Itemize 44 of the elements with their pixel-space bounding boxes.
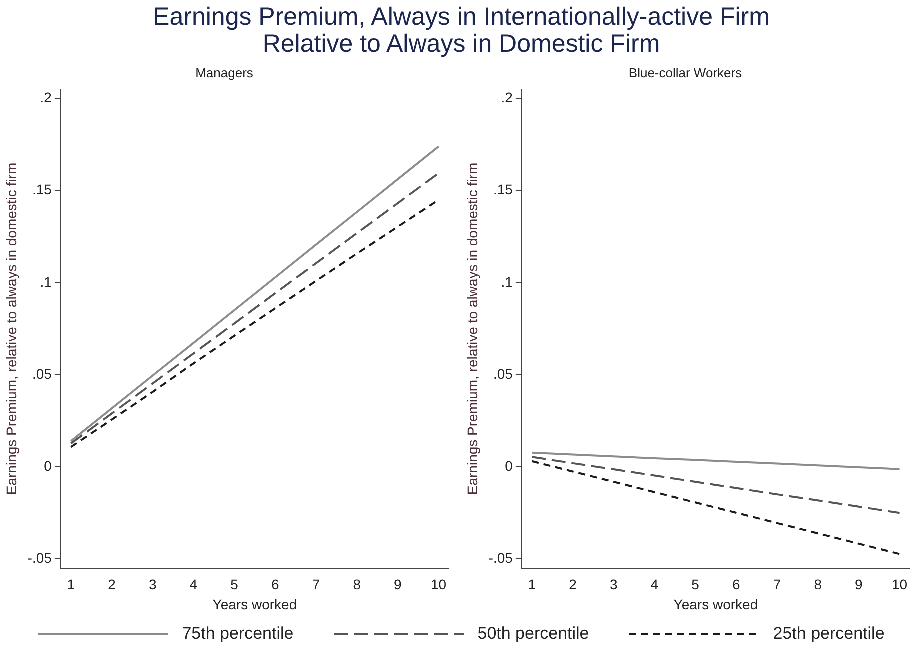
x-tick-label: 1 [67, 576, 76, 593]
x-tick-label: 9 [855, 576, 864, 593]
line-series [531, 456, 901, 514]
x-tick-label: 2 [569, 576, 578, 593]
chart-subtitle: Managers [196, 65, 254, 80]
chart-subtitle: Blue-collar Workers [628, 65, 743, 80]
x-tick-label: 7 [312, 576, 320, 593]
x-tick-label: 6 [732, 576, 740, 593]
y-tick-label: .05 [493, 366, 514, 382]
x-tick-label: 8 [814, 576, 822, 593]
chart-title: Earnings Premium, Always in Internationally-active Firm Relative to Always in Domestic Firm [152, 2, 771, 60]
line-series [531, 460, 901, 556]
x-tick-label: 3 [610, 576, 618, 593]
y-tick-label: .15 [493, 182, 514, 198]
legend-label: 50th percentile [478, 624, 590, 644]
x-tick-label: 4 [190, 576, 198, 593]
x-tick-label: 1 [528, 576, 536, 593]
y-tick-label: -.05 [488, 550, 514, 566]
x-tick-label: 8 [353, 576, 362, 593]
y-tick-label: .2 [501, 90, 514, 106]
y-axis-title: Earnings Premium, relative to always in domestic firm [3, 162, 20, 496]
x-tick-label: 5 [230, 576, 239, 593]
y-tick-label: 0 [505, 458, 514, 474]
legend-label: 25th percentile [773, 624, 885, 644]
x-tick-label: 6 [271, 576, 280, 593]
y-tick-label: .05 [32, 366, 52, 382]
x-tick-label: 3 [148, 576, 157, 593]
legend-label: 75th percentile [182, 624, 294, 644]
x-tick-label: 10 [431, 576, 447, 593]
y-tick-label: .1 [40, 274, 52, 290]
y-tick-label: 0 [44, 458, 52, 474]
y-tick-label: -.05 [28, 550, 52, 566]
y-tick-label: .1 [501, 274, 514, 290]
x-tick-label: 5 [692, 576, 700, 593]
y-tick-label: .15 [32, 182, 52, 198]
x-tick-label: 10 [892, 576, 908, 593]
x-tick-label: 9 [394, 576, 402, 593]
x-axis-title: Years worked [674, 596, 758, 612]
y-axis-title: Earnings Premium, relative to always in domestic firm [464, 162, 480, 496]
y-tick-label: .2 [40, 90, 52, 106]
x-tick-label: 2 [108, 576, 116, 593]
x-tick-label: 7 [773, 576, 782, 593]
x-axis-title: Years worked [212, 596, 298, 612]
x-tick-label: 4 [650, 576, 659, 593]
